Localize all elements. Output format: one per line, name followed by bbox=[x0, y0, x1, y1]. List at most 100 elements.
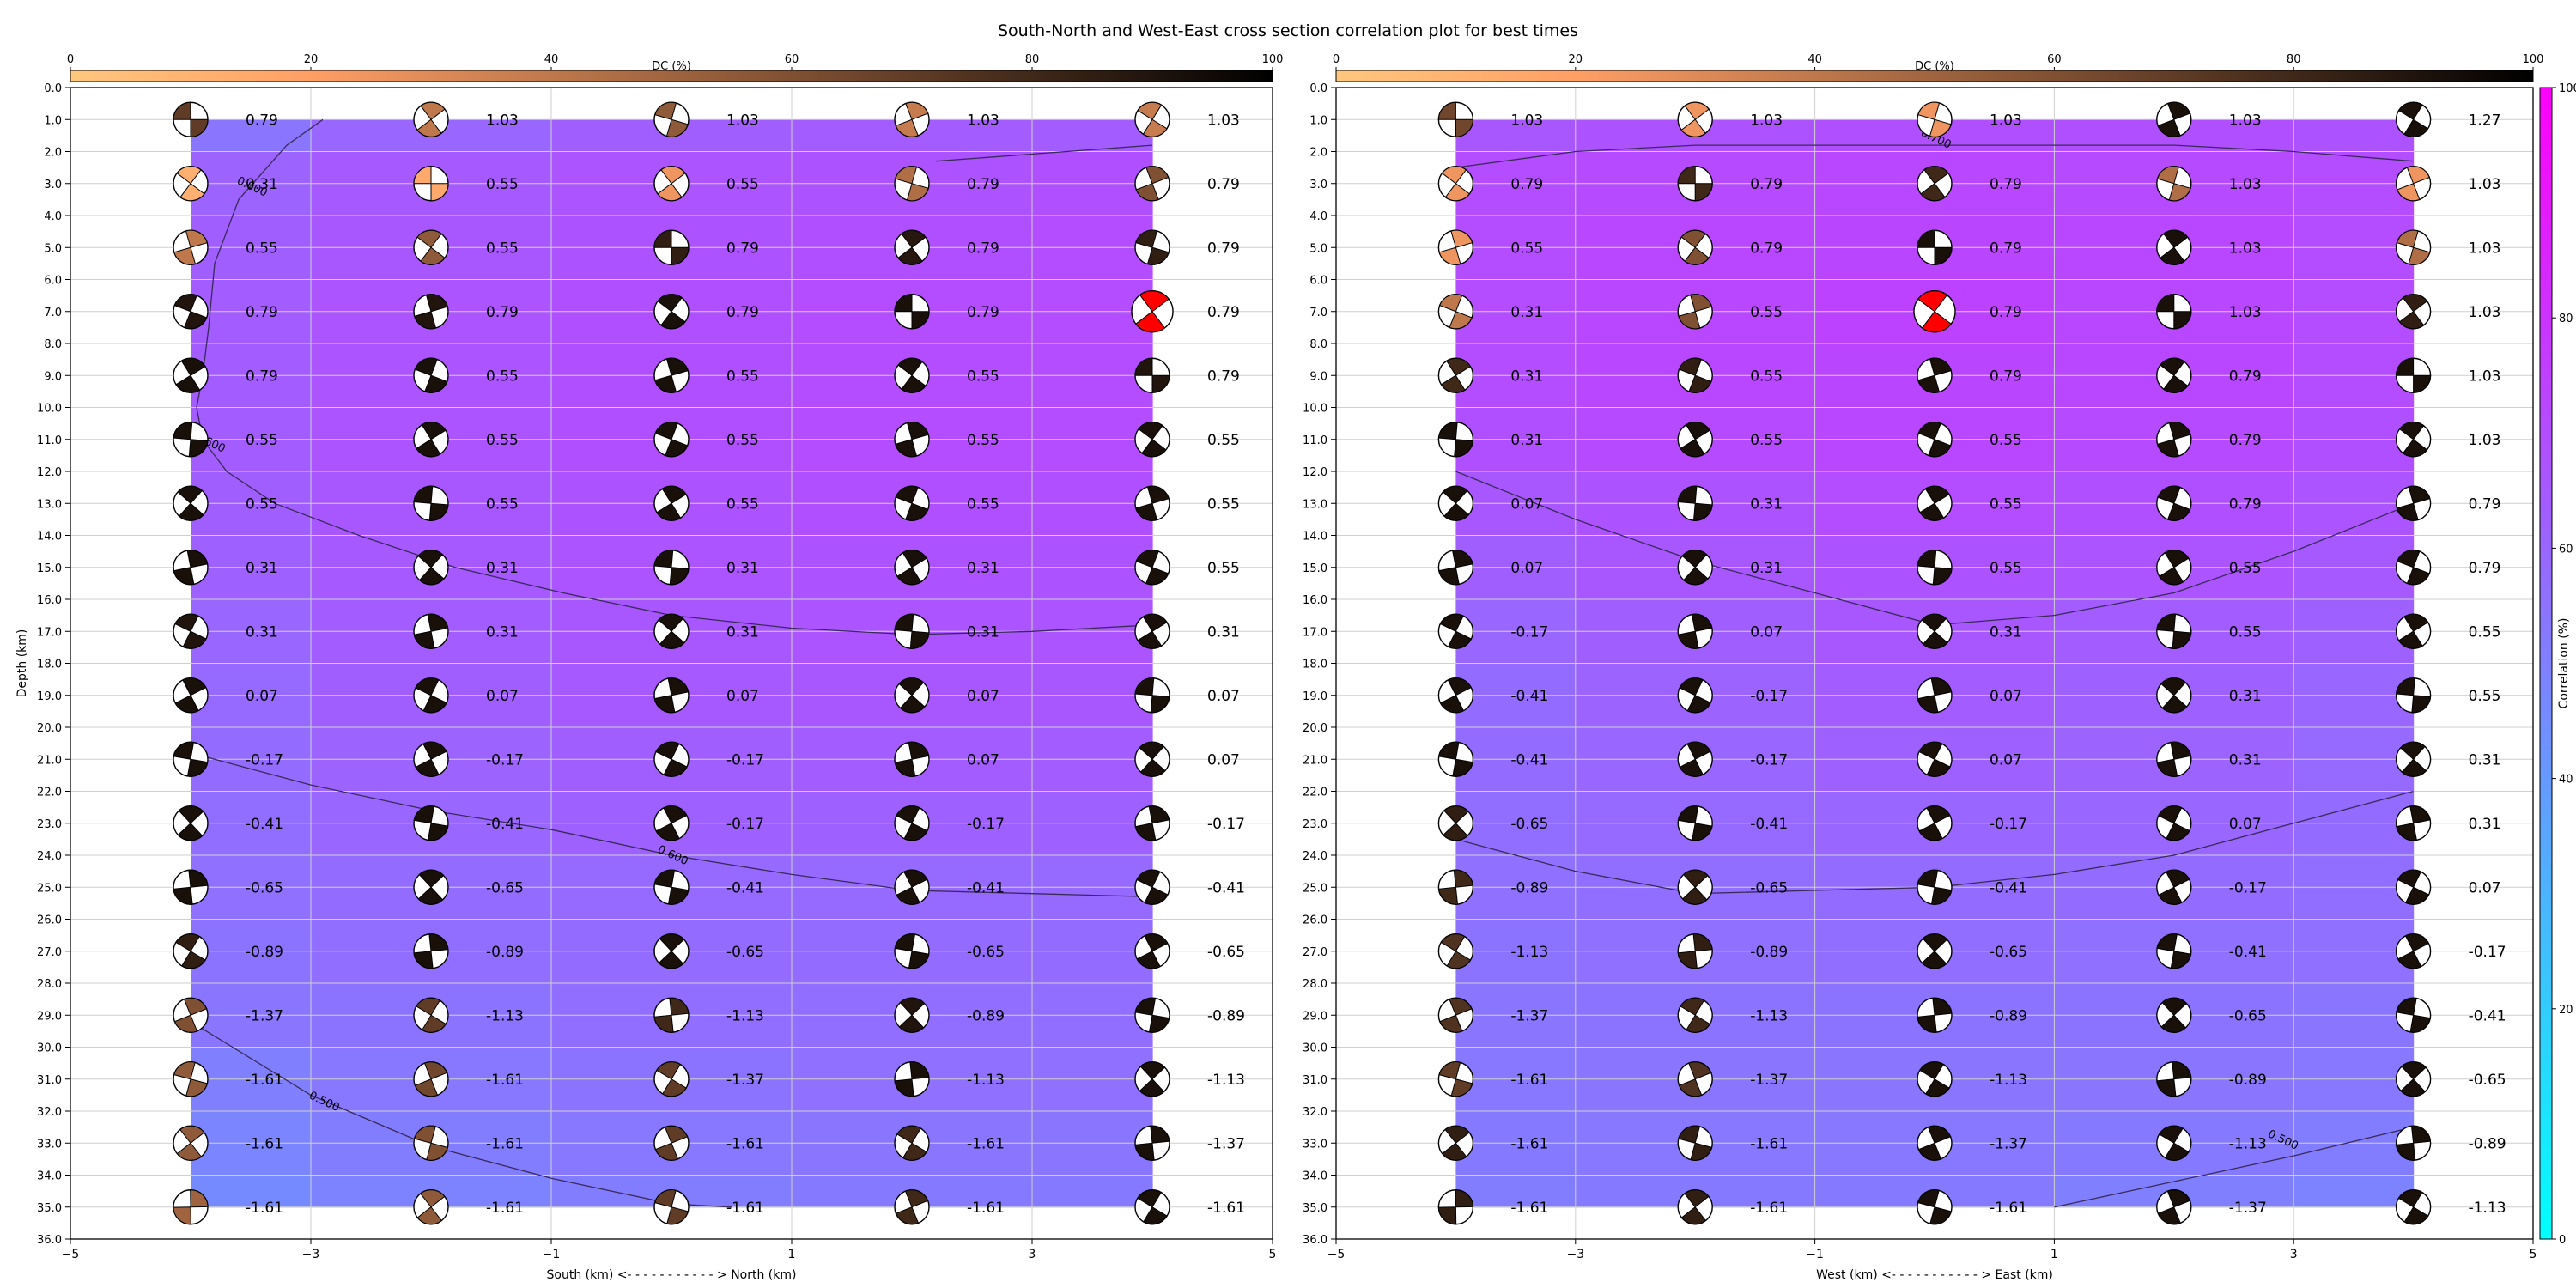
beachball-quadrant bbox=[2401, 1061, 2427, 1080]
beachball-quadrant bbox=[2397, 951, 2422, 969]
beachball-quadrant bbox=[423, 1061, 448, 1080]
beachball-quadrant bbox=[1917, 290, 1948, 313]
beachball-quadrant bbox=[1927, 1125, 1952, 1144]
beachball-quadrant bbox=[899, 695, 926, 714]
beachball-quadrant bbox=[420, 101, 446, 120]
y-tick-label: 3.0 bbox=[44, 179, 62, 191]
beachball-quadrant bbox=[1930, 886, 1953, 905]
beachball-quadrant bbox=[173, 294, 197, 313]
correlation-colorbar-tick-label: 60 bbox=[2559, 543, 2573, 556]
y-tick-label: 16.0 bbox=[37, 594, 62, 607]
correlation-value: 0.31 bbox=[486, 560, 519, 577]
correlation-value: 0.55 bbox=[1750, 304, 1783, 321]
beachball-quadrant bbox=[184, 311, 208, 330]
y-tick-label: 6.0 bbox=[1309, 275, 1327, 288]
beachball-quadrant bbox=[1438, 246, 1461, 265]
beachball-quadrant bbox=[1137, 101, 1163, 120]
beachball-quadrant bbox=[903, 823, 928, 841]
beachball-quadrant bbox=[1139, 1061, 1166, 1080]
dc-colorbar-tick-label: 80 bbox=[2287, 53, 2301, 66]
x-tick-label: −1 bbox=[1806, 1248, 1824, 1261]
correlation-value: -0.41 bbox=[2469, 1007, 2506, 1024]
beachball-quadrant bbox=[1443, 823, 1468, 841]
y-axis-label: Depth (km) bbox=[15, 629, 29, 698]
correlation-value: -0.17 bbox=[726, 751, 764, 769]
beachball bbox=[413, 1061, 449, 1097]
y-tick-label: 32.0 bbox=[1303, 1106, 1327, 1119]
beachball-quadrant bbox=[897, 246, 923, 265]
beachball bbox=[1677, 422, 1713, 458]
beachball-quadrant bbox=[669, 997, 690, 1016]
beachball-quadrant bbox=[1917, 695, 1939, 714]
beachball bbox=[2395, 933, 2432, 969]
correlation-value: 0.79 bbox=[967, 240, 999, 257]
beachball-quadrant bbox=[2413, 374, 2432, 393]
beachball-quadrant bbox=[175, 933, 200, 952]
beachball bbox=[1437, 101, 1474, 137]
beachball-quadrant bbox=[173, 567, 195, 586]
beachball-quadrant bbox=[1455, 118, 1473, 137]
beachball-quadrant bbox=[2166, 1189, 2190, 1208]
beachball bbox=[2156, 677, 2192, 714]
beachball-quadrant bbox=[2396, 357, 2415, 376]
beachball bbox=[173, 1061, 209, 1097]
y-tick-label: 17.0 bbox=[37, 626, 62, 639]
beachball bbox=[2156, 805, 2192, 841]
beachball-quadrant bbox=[1141, 439, 1167, 458]
correlation-cell bbox=[191, 119, 312, 153]
beachball-quadrant bbox=[1917, 1189, 1940, 1208]
beachball-quadrant bbox=[424, 374, 448, 393]
correlation-value: 0.55 bbox=[2229, 560, 2262, 577]
beachball bbox=[1677, 933, 1713, 969]
y-tick-label: 34.0 bbox=[37, 1170, 62, 1183]
beachball-quadrant bbox=[898, 677, 925, 696]
beachball-quadrant bbox=[1921, 613, 1947, 632]
y-tick-label: 10.0 bbox=[1303, 403, 1327, 416]
y-tick-label: 21.0 bbox=[1303, 754, 1327, 767]
beachball-quadrant bbox=[896, 886, 920, 905]
beachball-quadrant bbox=[2397, 101, 2423, 120]
beachball-quadrant bbox=[1453, 869, 1473, 888]
beachball bbox=[1134, 997, 1170, 1033]
beachball-quadrant bbox=[1929, 1206, 1952, 1225]
correlation-cell bbox=[2293, 1175, 2415, 1208]
beachball-quadrant bbox=[416, 229, 442, 248]
beachball bbox=[2395, 294, 2432, 330]
beachball bbox=[1677, 101, 1713, 137]
correlation-value: -1.61 bbox=[726, 1135, 764, 1152]
y-tick-label: 24.0 bbox=[1303, 850, 1327, 863]
beachball bbox=[413, 357, 449, 393]
beachball bbox=[894, 805, 930, 841]
beachball bbox=[653, 422, 690, 458]
correlation-value: -1.61 bbox=[967, 1135, 1005, 1152]
x-tick-label: 3 bbox=[1029, 1248, 1036, 1261]
beachball-quadrant bbox=[2156, 933, 2178, 952]
correlation-value: -0.65 bbox=[2469, 1072, 2506, 1089]
dc-colorbar-tick-label: 60 bbox=[785, 53, 799, 66]
beachball-quadrant bbox=[173, 246, 197, 265]
beachball-quadrant bbox=[657, 294, 683, 313]
beachball-quadrant bbox=[1678, 1125, 1701, 1144]
y-tick-label: 24.0 bbox=[37, 850, 62, 863]
y-tick-label: 14.0 bbox=[37, 531, 62, 544]
beachball-quadrant bbox=[1919, 502, 1945, 521]
beachball-quadrant bbox=[908, 741, 930, 760]
beachball-quadrant bbox=[1683, 567, 1709, 586]
beachball-quadrant bbox=[660, 311, 686, 330]
beachball-quadrant bbox=[1923, 166, 1949, 185]
beachballs: 0.79 1.03 1.03 1.03 1.03 0.31 0.55 0.55 0.79 0.79… bbox=[173, 101, 1245, 1225]
beachball-quadrant bbox=[898, 1014, 925, 1033]
correlation-value: -0.17 bbox=[246, 751, 283, 769]
beachball bbox=[2395, 741, 2432, 777]
correlation-value: -0.65 bbox=[2229, 1007, 2267, 1024]
y-tick-label: 14.0 bbox=[1303, 531, 1327, 544]
beachball bbox=[653, 1189, 690, 1225]
correlation-value: -0.17 bbox=[726, 816, 764, 833]
beachball-quadrant bbox=[2409, 805, 2431, 824]
beachball-quadrant bbox=[1918, 741, 1943, 760]
y-tick-label: 0.0 bbox=[44, 82, 62, 95]
beachball bbox=[1917, 1061, 1953, 1097]
beachball bbox=[1437, 357, 1474, 393]
correlation-cell bbox=[1455, 1175, 1577, 1208]
